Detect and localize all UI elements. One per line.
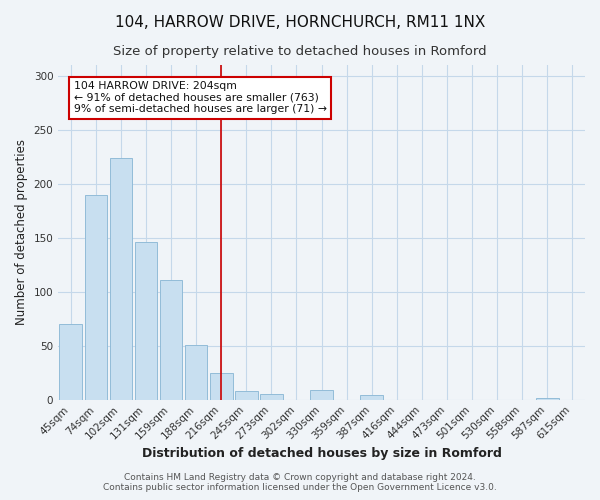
Bar bbox=[85, 194, 107, 400]
Bar bbox=[310, 390, 333, 400]
Bar bbox=[361, 396, 383, 400]
X-axis label: Distribution of detached houses by size in Romford: Distribution of detached houses by size … bbox=[142, 447, 502, 460]
Bar bbox=[160, 280, 182, 400]
Text: 104 HARROW DRIVE: 204sqm
← 91% of detached houses are smaller (763)
9% of semi-d: 104 HARROW DRIVE: 204sqm ← 91% of detach… bbox=[74, 81, 327, 114]
Bar bbox=[59, 324, 82, 400]
Bar bbox=[210, 372, 233, 400]
Bar bbox=[536, 398, 559, 400]
Bar bbox=[185, 344, 208, 400]
Text: Size of property relative to detached houses in Romford: Size of property relative to detached ho… bbox=[113, 45, 487, 58]
Bar bbox=[260, 394, 283, 400]
Text: 104, HARROW DRIVE, HORNCHURCH, RM11 1NX: 104, HARROW DRIVE, HORNCHURCH, RM11 1NX bbox=[115, 15, 485, 30]
Bar bbox=[235, 391, 257, 400]
Text: Contains HM Land Registry data © Crown copyright and database right 2024.
Contai: Contains HM Land Registry data © Crown c… bbox=[103, 473, 497, 492]
Y-axis label: Number of detached properties: Number of detached properties bbox=[15, 140, 28, 326]
Bar bbox=[110, 158, 132, 400]
Bar bbox=[134, 242, 157, 400]
